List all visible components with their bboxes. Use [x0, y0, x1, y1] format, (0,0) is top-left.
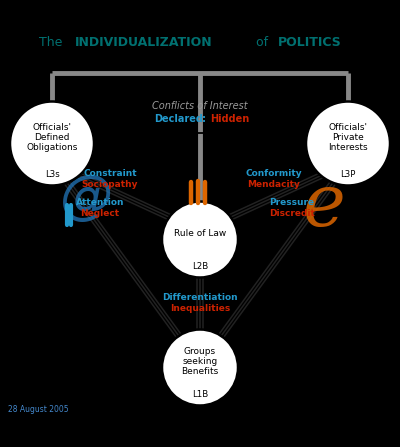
Text: 28 August 2005: 28 August 2005: [8, 405, 69, 413]
Circle shape: [162, 329, 238, 405]
Text: Officials'
Defined
Obligations: Officials' Defined Obligations: [26, 122, 78, 152]
Text: Hidden: Hidden: [210, 114, 249, 123]
Text: L3s: L3s: [45, 170, 59, 179]
Circle shape: [162, 202, 238, 278]
Text: @: @: [60, 172, 112, 224]
Circle shape: [306, 101, 390, 186]
Text: The: The: [40, 36, 67, 49]
Circle shape: [10, 101, 94, 186]
Text: L1B: L1B: [192, 390, 208, 399]
Text: of: of: [252, 36, 272, 49]
Text: Pressure: Pressure: [270, 198, 314, 207]
Text: Declared: Declared: [154, 114, 203, 123]
Text: Constraint: Constraint: [83, 169, 137, 178]
Text: Differentiation: Differentiation: [162, 293, 238, 302]
Text: Discredit: Discredit: [269, 209, 315, 218]
Text: Officials'
Private
Interests: Officials' Private Interests: [328, 122, 368, 152]
Text: Neglect: Neglect: [80, 209, 120, 218]
Text: L2B: L2B: [192, 262, 208, 271]
Text: :: :: [202, 114, 206, 123]
Text: Conflicts of Interest: Conflicts of Interest: [152, 101, 248, 111]
Text: Rule of Law: Rule of Law: [174, 229, 226, 238]
Text: Attention: Attention: [76, 198, 124, 207]
Text: Mendacity: Mendacity: [248, 180, 300, 189]
Text: e: e: [303, 170, 345, 241]
Text: INDIVIDUALIZATION: INDIVIDUALIZATION: [75, 36, 212, 49]
Text: Sociopathy: Sociopathy: [82, 180, 138, 189]
Text: Conformity: Conformity: [246, 169, 302, 178]
Text: Groups
seeking
Benefits: Groups seeking Benefits: [181, 346, 219, 376]
Text: Inequalities: Inequalities: [170, 304, 230, 313]
Text: POLITICS: POLITICS: [278, 36, 342, 49]
Text: L3P: L3P: [340, 170, 356, 179]
